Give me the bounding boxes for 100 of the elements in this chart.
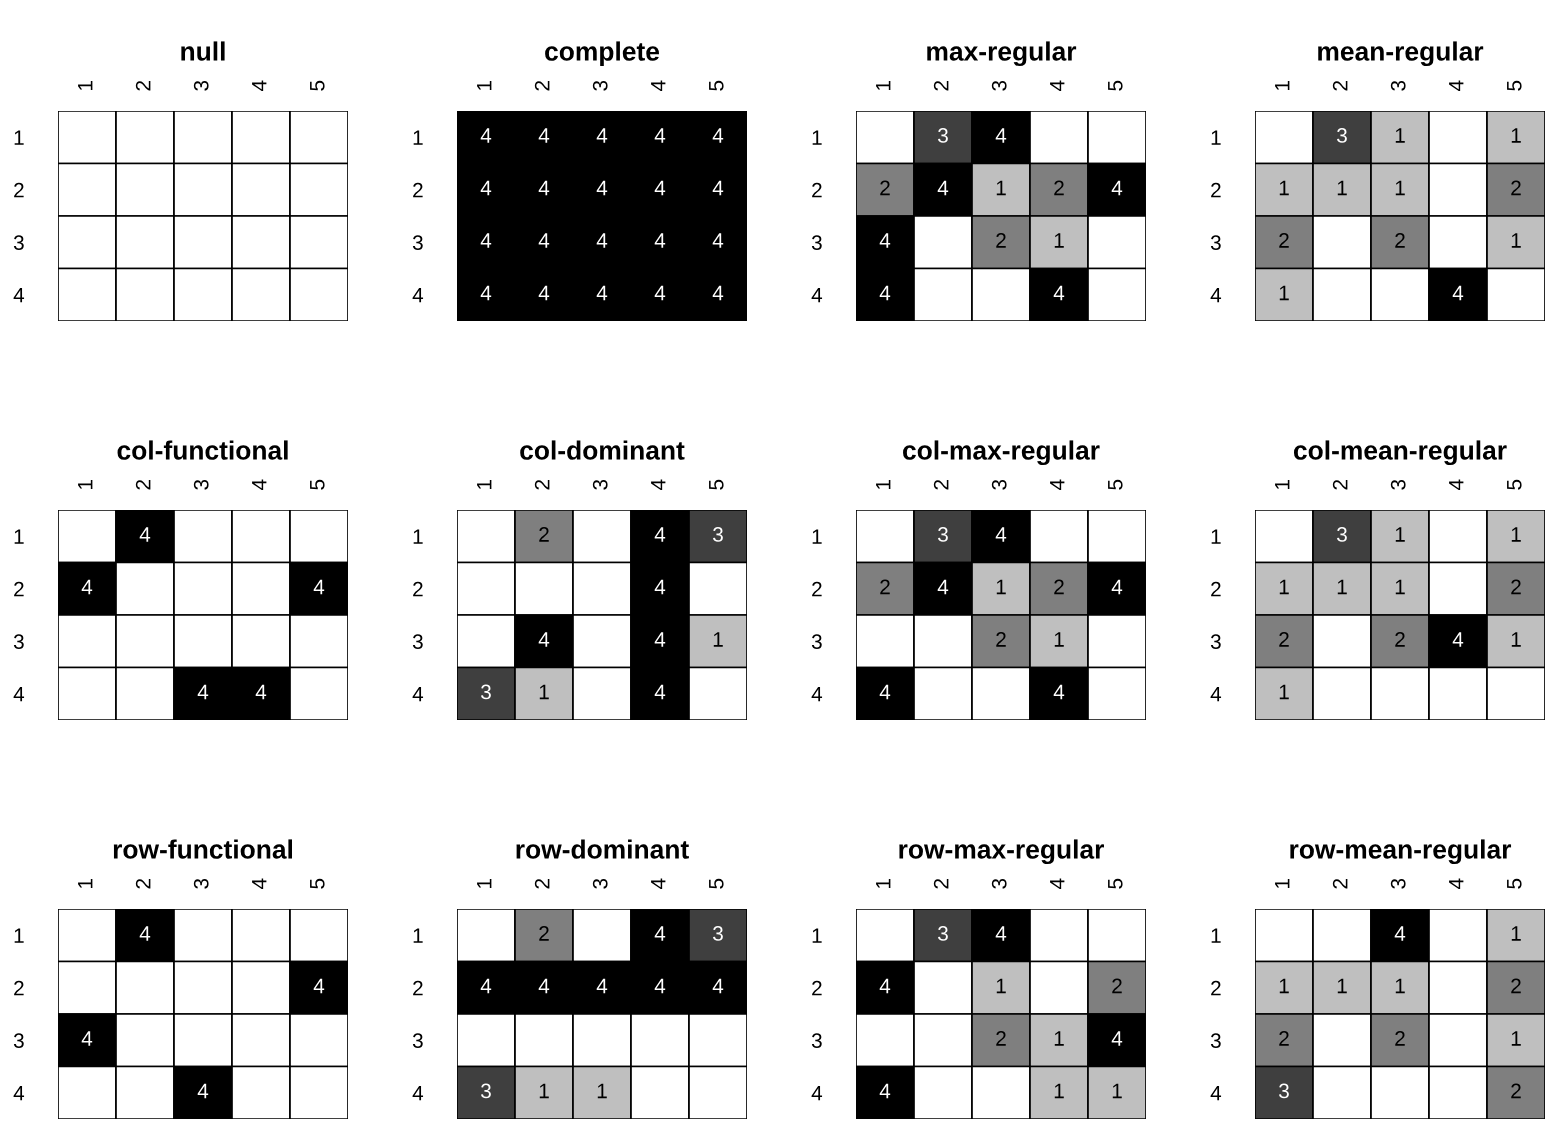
data-label: 4 xyxy=(255,684,267,700)
x-tick-label: 5 xyxy=(310,479,325,490)
x-tick-label: 5 xyxy=(709,479,724,490)
y-tick-label: 2 xyxy=(413,182,423,198)
data-label: 4 xyxy=(81,579,93,595)
data-label: 1 xyxy=(1511,1031,1521,1046)
data-label: 3 xyxy=(938,128,948,143)
data-label: 4 xyxy=(654,684,666,700)
data-label: 3 xyxy=(713,527,723,542)
data-label: 2 xyxy=(996,632,1006,647)
x-tick-label: 1 xyxy=(1275,479,1290,489)
y-tick-label: 2 xyxy=(812,182,822,198)
y-tick-label: 1 xyxy=(812,130,822,145)
data-label: 4 xyxy=(480,978,492,994)
data-label: 1 xyxy=(1279,684,1289,700)
x-tick-label: 4 xyxy=(651,878,666,890)
data-label: 2 xyxy=(1279,1031,1289,1046)
data-label: 4 xyxy=(712,233,724,248)
data-label: 1 xyxy=(1054,1083,1064,1099)
data-label: 3 xyxy=(938,527,948,542)
data-label: 1 xyxy=(1279,978,1289,994)
x-tick-label: 3 xyxy=(193,479,209,490)
x-tick-label: 5 xyxy=(310,80,325,91)
data-label: 4 xyxy=(654,978,666,994)
data-label: 2 xyxy=(1511,1083,1521,1099)
data-label: 4 xyxy=(1452,285,1464,301)
data-label: 2 xyxy=(1511,579,1521,595)
data-label: 1 xyxy=(539,684,549,700)
data-label: 1 xyxy=(1337,579,1347,595)
data-label: 3 xyxy=(1337,128,1347,143)
y-tick-label: 4 xyxy=(412,287,424,303)
data-label: 1 xyxy=(1337,180,1347,196)
data-label: 4 xyxy=(313,978,325,994)
data-label: 4 xyxy=(654,527,666,542)
x-tick-label: 2 xyxy=(135,480,151,490)
data-label: 4 xyxy=(197,1083,209,1099)
data-label: 4 xyxy=(197,684,209,700)
y-tick-label: 4 xyxy=(13,1085,25,1101)
data-label: 4 xyxy=(937,180,949,196)
y-tick-label: 4 xyxy=(1210,287,1222,303)
data-label: 4 xyxy=(879,684,891,700)
chart-title: col-dominant xyxy=(520,440,685,460)
x-tick-label: 1 xyxy=(1275,80,1290,90)
chart-title: col-max-regular xyxy=(903,440,1100,466)
chart-title: row-dominant xyxy=(516,839,689,859)
x-tick-label: 4 xyxy=(252,479,267,491)
x-tick-label: 3 xyxy=(592,878,608,889)
x-tick-label: 5 xyxy=(709,80,724,91)
x-tick-label: 5 xyxy=(1108,80,1123,91)
x-tick-label: 4 xyxy=(252,878,267,890)
data-label: 3 xyxy=(713,926,723,941)
x-tick-label: 1 xyxy=(477,878,492,888)
data-label: 4 xyxy=(596,285,608,301)
data-label: 4 xyxy=(538,180,550,196)
data-label: 4 xyxy=(879,233,891,248)
data-label: 2 xyxy=(996,233,1006,248)
chart-title: max-regular xyxy=(927,41,1077,67)
data-label: 4 xyxy=(480,285,492,301)
data-label: 1 xyxy=(1054,233,1064,248)
y-tick-label: 2 xyxy=(413,581,423,597)
x-tick-label: 3 xyxy=(193,878,209,889)
data-label: 1 xyxy=(1279,579,1289,595)
data-label: 4 xyxy=(712,978,724,994)
y-tick-label: 3 xyxy=(811,1033,822,1048)
data-label: 4 xyxy=(1111,180,1123,196)
chart-title: complete xyxy=(545,41,660,66)
data-label: 4 xyxy=(654,128,666,143)
y-tick-label: 4 xyxy=(811,686,823,702)
data-label: 4 xyxy=(1452,632,1464,647)
x-tick-label: 2 xyxy=(933,879,949,889)
data-label: 2 xyxy=(880,579,890,595)
x-tick-label: 3 xyxy=(991,479,1007,490)
data-label: 4 xyxy=(313,579,325,595)
data-label: 2 xyxy=(996,1031,1006,1046)
data-label: 1 xyxy=(597,1083,607,1099)
data-label: 4 xyxy=(995,128,1007,143)
y-tick-label: 2 xyxy=(812,581,822,597)
x-tick-label: 5 xyxy=(1507,878,1522,889)
y-tick-label: 3 xyxy=(1210,1033,1221,1048)
x-tick-label: 1 xyxy=(876,878,891,888)
y-tick-label: 1 xyxy=(14,928,24,943)
data-label: 1 xyxy=(1511,926,1521,941)
data-label: 4 xyxy=(480,180,492,196)
data-label: 4 xyxy=(1053,684,1065,700)
y-tick-label: 1 xyxy=(812,928,822,943)
data-label: 4 xyxy=(654,926,666,941)
y-tick-label: 4 xyxy=(13,287,25,303)
data-label: 1 xyxy=(1279,285,1289,301)
data-label: 1 xyxy=(1395,128,1405,143)
data-label: 1 xyxy=(713,632,723,647)
chart-title: row-mean-regular xyxy=(1290,839,1512,865)
data-label: 2 xyxy=(1395,233,1405,248)
data-label: 2 xyxy=(1112,978,1122,994)
x-tick-label: 4 xyxy=(1050,80,1065,92)
y-tick-label: 2 xyxy=(1211,581,1221,597)
y-tick-label: 4 xyxy=(1210,1085,1222,1101)
chart-title: mean-regular xyxy=(1318,41,1484,67)
y-tick-label: 3 xyxy=(13,634,24,649)
y-tick-label: 4 xyxy=(412,1085,424,1101)
data-label: 1 xyxy=(1511,527,1521,542)
